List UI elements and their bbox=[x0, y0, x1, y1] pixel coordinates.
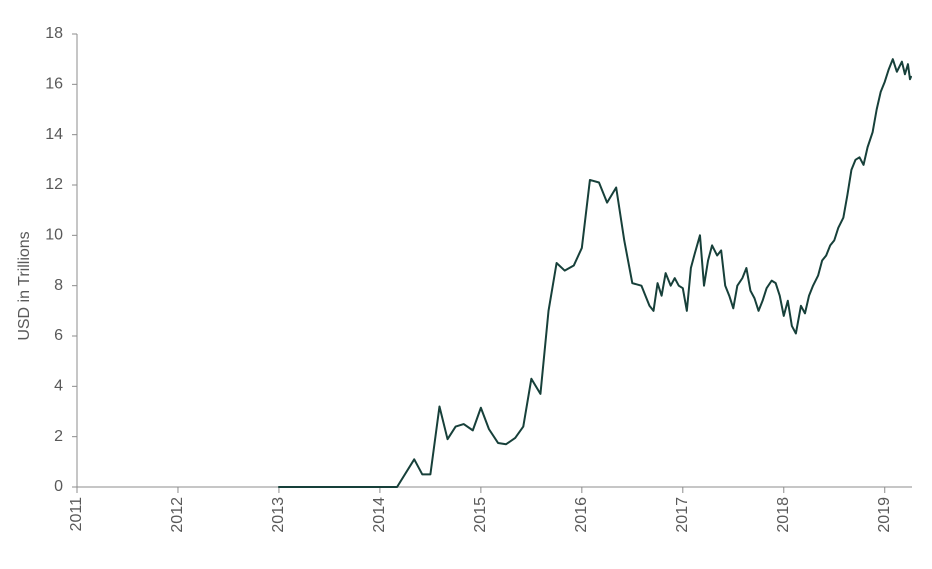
x-tick-label: 2014 bbox=[371, 497, 388, 533]
y-tick-label: 14 bbox=[45, 126, 63, 143]
plot-area bbox=[277, 58, 912, 488]
x-tick-label: 2013 bbox=[270, 497, 287, 533]
y-tick-label: 8 bbox=[54, 277, 63, 294]
y-tick-label: 2 bbox=[54, 428, 63, 445]
x-tick-label: 2012 bbox=[169, 497, 186, 533]
y-axis: 0 2 4 6 8 10 12 14 16 18 bbox=[45, 25, 78, 495]
y-tick-label: 10 bbox=[45, 227, 63, 244]
y-tick-label: 12 bbox=[45, 176, 63, 193]
y-tick-label: 4 bbox=[54, 378, 63, 395]
y-axis-title: USD in Trillions bbox=[16, 231, 33, 340]
x-tick-label: 2019 bbox=[876, 497, 893, 533]
x-axis: 2011 2012 2013 2014 2015 2016 2017 2018 2019 bbox=[68, 486, 912, 533]
x-tick-label: 2018 bbox=[775, 497, 792, 533]
y-tick-label: 16 bbox=[45, 76, 63, 93]
series-line bbox=[277, 58, 912, 488]
x-tick-label: 2016 bbox=[573, 497, 590, 533]
y-tick-label: 0 bbox=[54, 478, 63, 495]
x-tick-label: 2015 bbox=[472, 497, 489, 533]
x-tick-label: 2017 bbox=[674, 497, 691, 533]
y-tick-label: 6 bbox=[54, 327, 63, 344]
x-tick-label: 2011 bbox=[68, 497, 85, 532]
y-tick-label: 18 bbox=[45, 25, 63, 42]
